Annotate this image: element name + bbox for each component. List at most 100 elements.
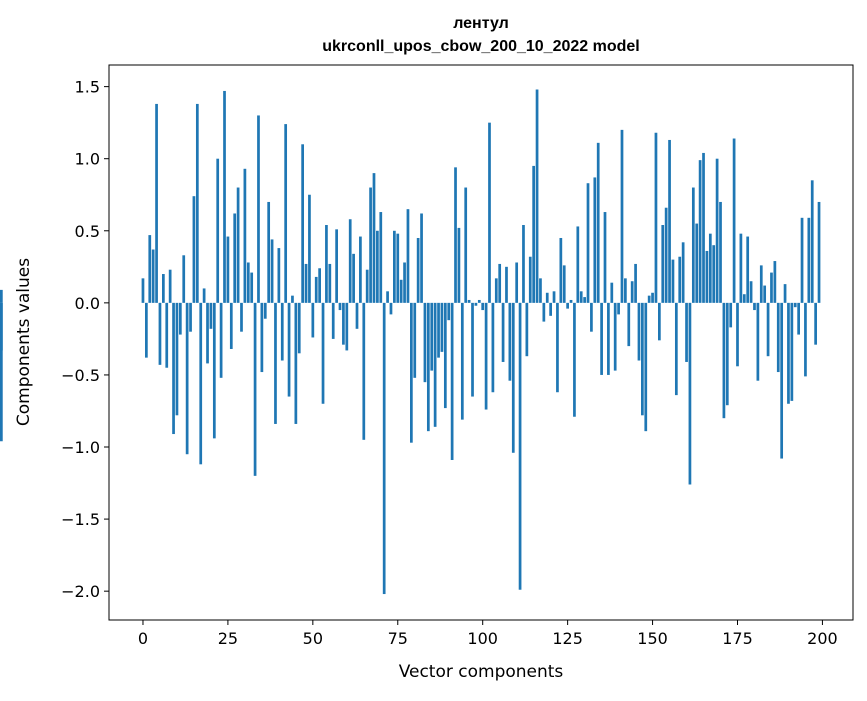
bar (471, 302, 474, 397)
bar (274, 302, 277, 424)
bar (382, 302, 386, 595)
bar (335, 229, 338, 303)
x-tick-label: 75 (388, 629, 408, 648)
bar (257, 115, 260, 303)
bar (236, 187, 240, 303)
plot-frame (108, 64, 854, 621)
bar (494, 278, 498, 303)
bar (386, 291, 389, 303)
bar (440, 302, 444, 352)
y-axis-label: Components values (14, 258, 34, 426)
bar (817, 201, 821, 303)
bar (729, 302, 733, 328)
bar (617, 302, 620, 315)
chart-subtitle: ukrconll_upos_cbow_200_10_2022 model (322, 38, 639, 55)
bar (532, 165, 536, 303)
bar (219, 302, 223, 378)
bar (668, 139, 671, 303)
bar (233, 213, 237, 303)
bar (674, 302, 678, 396)
bar (376, 230, 379, 303)
bar (443, 302, 447, 409)
bar (810, 180, 814, 303)
bar (311, 302, 315, 338)
bar (182, 255, 186, 303)
bar (708, 233, 712, 303)
bar (610, 282, 614, 303)
bar (362, 302, 366, 440)
bar (280, 302, 284, 361)
x-tick-label: 175 (722, 629, 753, 648)
bar (804, 302, 807, 377)
bar (359, 236, 362, 303)
x-tick-label: 0 (138, 629, 148, 648)
bar (447, 302, 451, 321)
bar (155, 103, 158, 303)
bar (573, 302, 576, 417)
bar (688, 302, 692, 485)
bar (437, 302, 440, 358)
bar (393, 230, 396, 303)
bar (644, 302, 648, 432)
bar (790, 302, 794, 401)
x-axis-ticks: 0 25 50 75 100 125 150 175 200 (138, 620, 838, 648)
bar (620, 129, 624, 303)
bar (287, 302, 291, 397)
bar (647, 295, 651, 303)
bar (600, 302, 603, 375)
bar (216, 158, 220, 303)
bar (416, 237, 420, 303)
bar (535, 89, 539, 303)
bar (185, 302, 189, 455)
bar (372, 173, 376, 303)
bar (678, 256, 682, 303)
bar (314, 276, 318, 303)
x-tick-label: 200 (807, 629, 838, 648)
bar (579, 291, 583, 303)
bar (246, 262, 250, 303)
bar (345, 302, 349, 351)
bar (671, 259, 675, 303)
bar (199, 302, 203, 465)
bar (695, 223, 699, 303)
bar (698, 160, 702, 303)
bar (756, 302, 760, 381)
bar (240, 302, 243, 332)
bar (460, 302, 464, 420)
bar (562, 265, 566, 303)
bar (545, 292, 549, 303)
bar (403, 262, 406, 303)
bar (260, 302, 264, 373)
bar (226, 236, 230, 303)
bar (420, 213, 423, 303)
bar (807, 217, 811, 303)
bar (641, 302, 644, 416)
bar (498, 263, 502, 303)
bar (691, 187, 695, 303)
bar (209, 302, 213, 329)
bar (423, 302, 427, 383)
x-axis-label: Vector components (399, 662, 564, 682)
bar (277, 248, 281, 303)
bar (586, 183, 590, 303)
bar (474, 302, 478, 306)
x-tick-label: 50 (303, 629, 323, 648)
bar (773, 261, 777, 303)
bar (780, 302, 784, 459)
bar (491, 302, 495, 393)
bar (328, 263, 332, 303)
bar (681, 242, 685, 303)
bar (145, 302, 148, 358)
bar (270, 239, 274, 303)
bar (325, 225, 328, 303)
bar (596, 142, 600, 303)
bar (634, 263, 637, 303)
bar (172, 302, 175, 435)
y-tick-label: 1.5 (75, 78, 100, 97)
bar (192, 196, 196, 303)
bar (430, 302, 434, 371)
bar (661, 225, 665, 303)
bar (464, 187, 468, 303)
y-tick-label: −1.5 (61, 510, 100, 529)
bar (178, 302, 182, 335)
